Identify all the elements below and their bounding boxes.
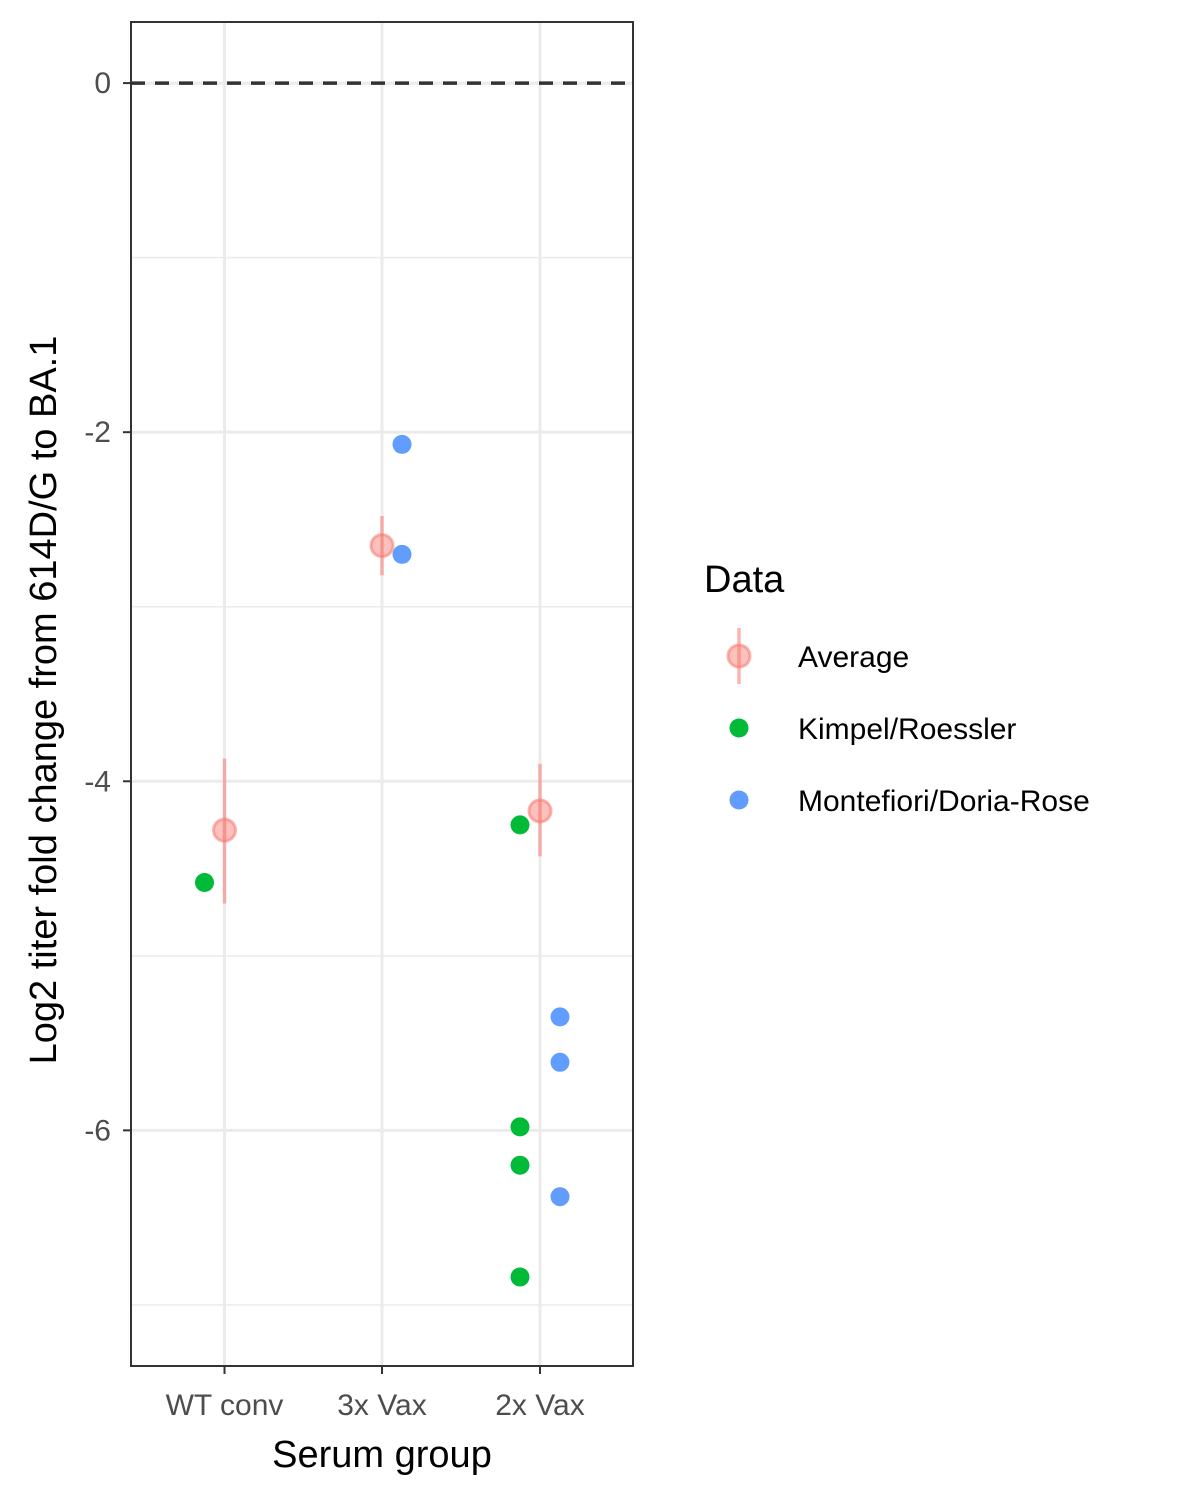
x-axis-title: Serum group [272, 1434, 492, 1476]
data-point [550, 1187, 570, 1207]
average-point [212, 817, 237, 843]
data-point [392, 434, 412, 454]
legend-label: Average [798, 641, 909, 674]
y-tick-label: 0 [94, 67, 111, 100]
data-point [550, 1007, 570, 1027]
data-point [550, 1052, 570, 1072]
average-point [527, 798, 553, 824]
average-point [369, 533, 395, 559]
data-point [195, 873, 214, 893]
legend-label: Kimpel/Roessler [798, 713, 1016, 746]
y-tick-label: -6 [84, 1114, 111, 1147]
data-point [510, 1117, 530, 1137]
legend-label: Montefiori/Doria-Rose [798, 785, 1090, 818]
y-axis: 0 -2 -4 -6 [84, 67, 131, 1147]
legend-key-average [726, 643, 752, 669]
x-axis: WT conv 3x Vax 2x Vax [166, 1366, 585, 1422]
legend-key-point [729, 718, 749, 738]
legend-key-point [729, 790, 749, 810]
plot-panel [130, 21, 634, 1367]
data-point [510, 815, 530, 835]
data-point [510, 1155, 530, 1175]
x-tick-label: WT conv [166, 1389, 284, 1422]
y-tick-label: -2 [84, 416, 111, 449]
data-point [392, 544, 412, 564]
legend-title: Data [704, 559, 785, 601]
x-tick-label: 3x Vax [337, 1389, 427, 1422]
legend: Data Average Kimpel/Roessler Montefiori/Do… [704, 559, 1090, 818]
y-tick-label: -4 [84, 765, 111, 798]
data-point [510, 1267, 530, 1287]
y-axis-title: Log2 titer fold change from 614D/G to BA… [23, 336, 65, 1065]
x-tick-label: 2x Vax [495, 1389, 585, 1422]
